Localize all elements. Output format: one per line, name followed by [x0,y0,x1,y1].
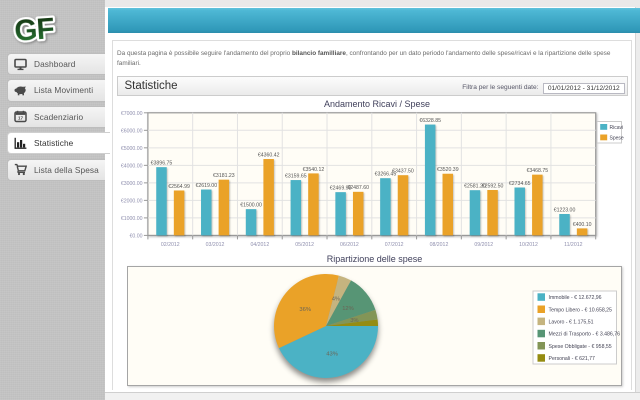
svg-text:€2619.00: €2619.00 [195,183,217,189]
svg-text:€1223.00: €1223.00 [554,207,576,213]
svg-text:Spese Obbligate - € 958,55: Spese Obbligate - € 958,55 [549,344,612,350]
svg-text:€1500.00: €1500.00 [240,203,262,209]
svg-text:Immobile - € 12.672,96: Immobile - € 12.672,96 [549,295,602,301]
svg-text:€3181.23: €3181.23 [213,173,235,179]
svg-text:€4000.00: €4000.00 [121,164,143,170]
svg-text:Andamento Ricavi / Spese: Andamento Ricavi / Spese [324,99,430,109]
svg-text:4%: 4% [332,297,340,303]
svg-text:€7000.00: €7000.00 [121,111,143,117]
svg-text:Tempo Libero - € 10.658,25: Tempo Libero - € 10.658,25 [549,307,613,313]
svg-text:Lavoro - € 1.175,51: Lavoro - € 1.175,51 [549,320,594,326]
svg-text:€3540.12: €3540.12 [303,167,325,173]
svg-text:Mezzi di Trasporto - € 3.486,7: Mezzi di Trasporto - € 3.486,76 [549,332,621,338]
svg-text:€2564.99: €2564.99 [168,184,190,190]
svg-text:€3000.00: €3000.00 [121,181,143,187]
svg-text:€3437.50: €3437.50 [392,169,414,175]
svg-text:06/2012: 06/2012 [340,242,359,248]
svg-text:€3520.39: €3520.39 [437,167,459,173]
svg-text:Personali - € 621,77: Personali - € 621,77 [549,356,596,362]
svg-text:€2581.20: €2581.20 [464,184,486,190]
svg-text:36%: 36% [299,307,311,313]
svg-text:12%: 12% [342,306,354,312]
svg-text:€5000.00: €5000.00 [121,146,143,152]
svg-text:€3896.75: €3896.75 [151,161,173,167]
svg-text:09/2012: 09/2012 [474,242,493,248]
svg-text:11/2012: 11/2012 [564,242,582,248]
svg-text:€4360.42: €4360.42 [258,152,280,158]
svg-text:10/2012: 10/2012 [519,242,538,248]
svg-text:08/2012: 08/2012 [430,242,449,248]
svg-text:02/2012: 02/2012 [161,242,180,248]
svg-text:€3266.45: €3266.45 [375,172,397,178]
svg-text:€2734.65: €2734.65 [509,181,531,187]
svg-text:€0.00: €0.00 [130,234,143,240]
svg-text:3%: 3% [350,318,358,324]
svg-text:03/2012: 03/2012 [206,242,225,248]
svg-text:Ricavi: Ricavi [610,125,624,131]
svg-text:04/2012: 04/2012 [250,242,269,248]
svg-text:€400.10: €400.10 [573,222,592,228]
svg-text:43%: 43% [326,351,338,357]
svg-text:Ripartizione delle spese: Ripartizione delle spese [327,254,423,264]
svg-text:€1000.00: €1000.00 [121,216,143,222]
svg-text:€2487.60: €2487.60 [347,185,369,191]
svg-text:€6000.00: €6000.00 [121,129,143,135]
svg-text:Spese: Spese [610,136,624,142]
svg-text:€6328.85: €6328.85 [419,118,441,124]
svg-text:GF: GF [13,12,55,48]
svg-text:€3468.75: €3468.75 [527,168,549,174]
svg-text:€3159.65: €3159.65 [285,173,307,179]
svg-text:07/2012: 07/2012 [385,242,404,248]
svg-text:05/2012: 05/2012 [295,242,314,248]
svg-text:€2469.98: €2469.98 [330,186,352,192]
svg-text:€2000.00: €2000.00 [121,199,143,205]
svg-text:17: 17 [18,116,24,121]
svg-text:€2592.50: €2592.50 [482,183,504,189]
